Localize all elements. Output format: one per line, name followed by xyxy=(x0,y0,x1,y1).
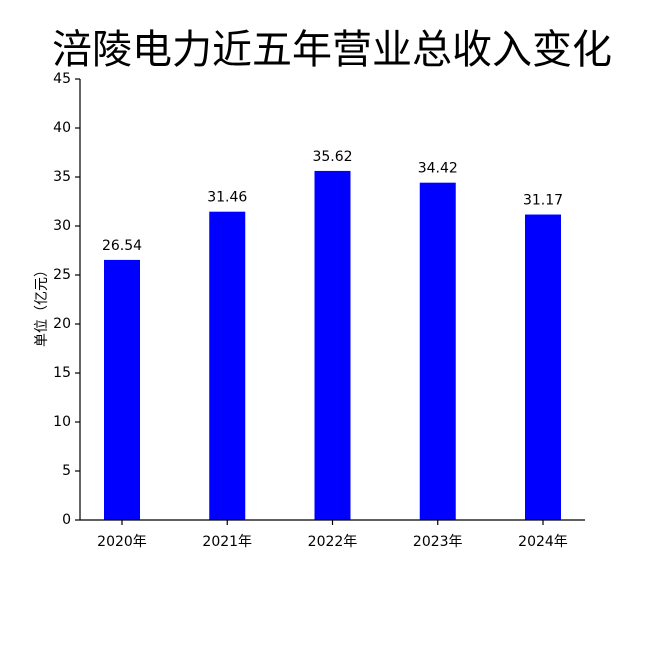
y-tick-label: 20 xyxy=(53,316,71,332)
y-tick-label: 5 xyxy=(62,463,71,479)
bar xyxy=(209,211,246,520)
value-label: 26.54 xyxy=(102,238,142,254)
bar xyxy=(419,182,456,520)
y-tick-label: 25 xyxy=(53,267,71,283)
y-tick-label: 15 xyxy=(53,365,71,381)
chart-title: 涪陵电力近五年营业总收入变化 xyxy=(52,27,612,73)
x-tick-label: 2022年 xyxy=(308,534,358,550)
x-tick-label: 2021年 xyxy=(202,534,252,550)
bar xyxy=(525,214,561,520)
bar xyxy=(314,170,351,520)
value-label: 35.62 xyxy=(312,149,352,165)
y-tick-label: 0 xyxy=(62,512,71,528)
value-label: 31.46 xyxy=(207,190,247,206)
value-label: 31.17 xyxy=(523,193,563,209)
bar xyxy=(104,259,140,520)
y-tick-label: 45 xyxy=(53,71,71,87)
x-tick-label: 2024年 xyxy=(518,534,568,550)
y-axis-label: 单位（亿元） xyxy=(34,263,50,347)
y-tick-label: 10 xyxy=(53,414,71,430)
x-tick-label: 2023年 xyxy=(413,534,463,550)
x-tick-label: 2020年 xyxy=(97,534,147,550)
y-tick-label: 40 xyxy=(53,120,71,136)
value-label: 34.42 xyxy=(418,161,458,177)
y-tick-label: 35 xyxy=(53,169,71,185)
y-tick-label: 30 xyxy=(53,218,71,234)
